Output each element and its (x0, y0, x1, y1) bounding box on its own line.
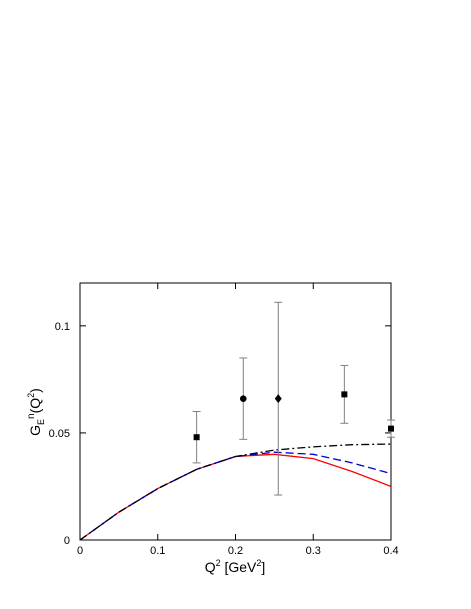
x-tick-label: 0.2 (228, 545, 243, 557)
point (193, 434, 200, 441)
point (388, 425, 394, 432)
y-tick-label: 0.1 (55, 321, 70, 333)
x-tick-label: 0.1 (150, 545, 165, 557)
point (341, 391, 348, 398)
x-tick-label: 0.4 (383, 545, 398, 557)
x-tick-label: 0.3 (306, 545, 321, 557)
point (239, 395, 247, 402)
curve (79, 443, 392, 541)
x-tick-label: 0 (77, 545, 83, 557)
curve (79, 451, 392, 541)
curve (79, 453, 392, 541)
y-tick-label: 0 (64, 535, 70, 547)
point (274, 394, 282, 404)
x-axis-label: Q2 [GeV2] (205, 558, 266, 575)
y-tick-label: 0.05 (49, 428, 70, 440)
y-axis-label: GEn(Q2) (26, 388, 46, 436)
